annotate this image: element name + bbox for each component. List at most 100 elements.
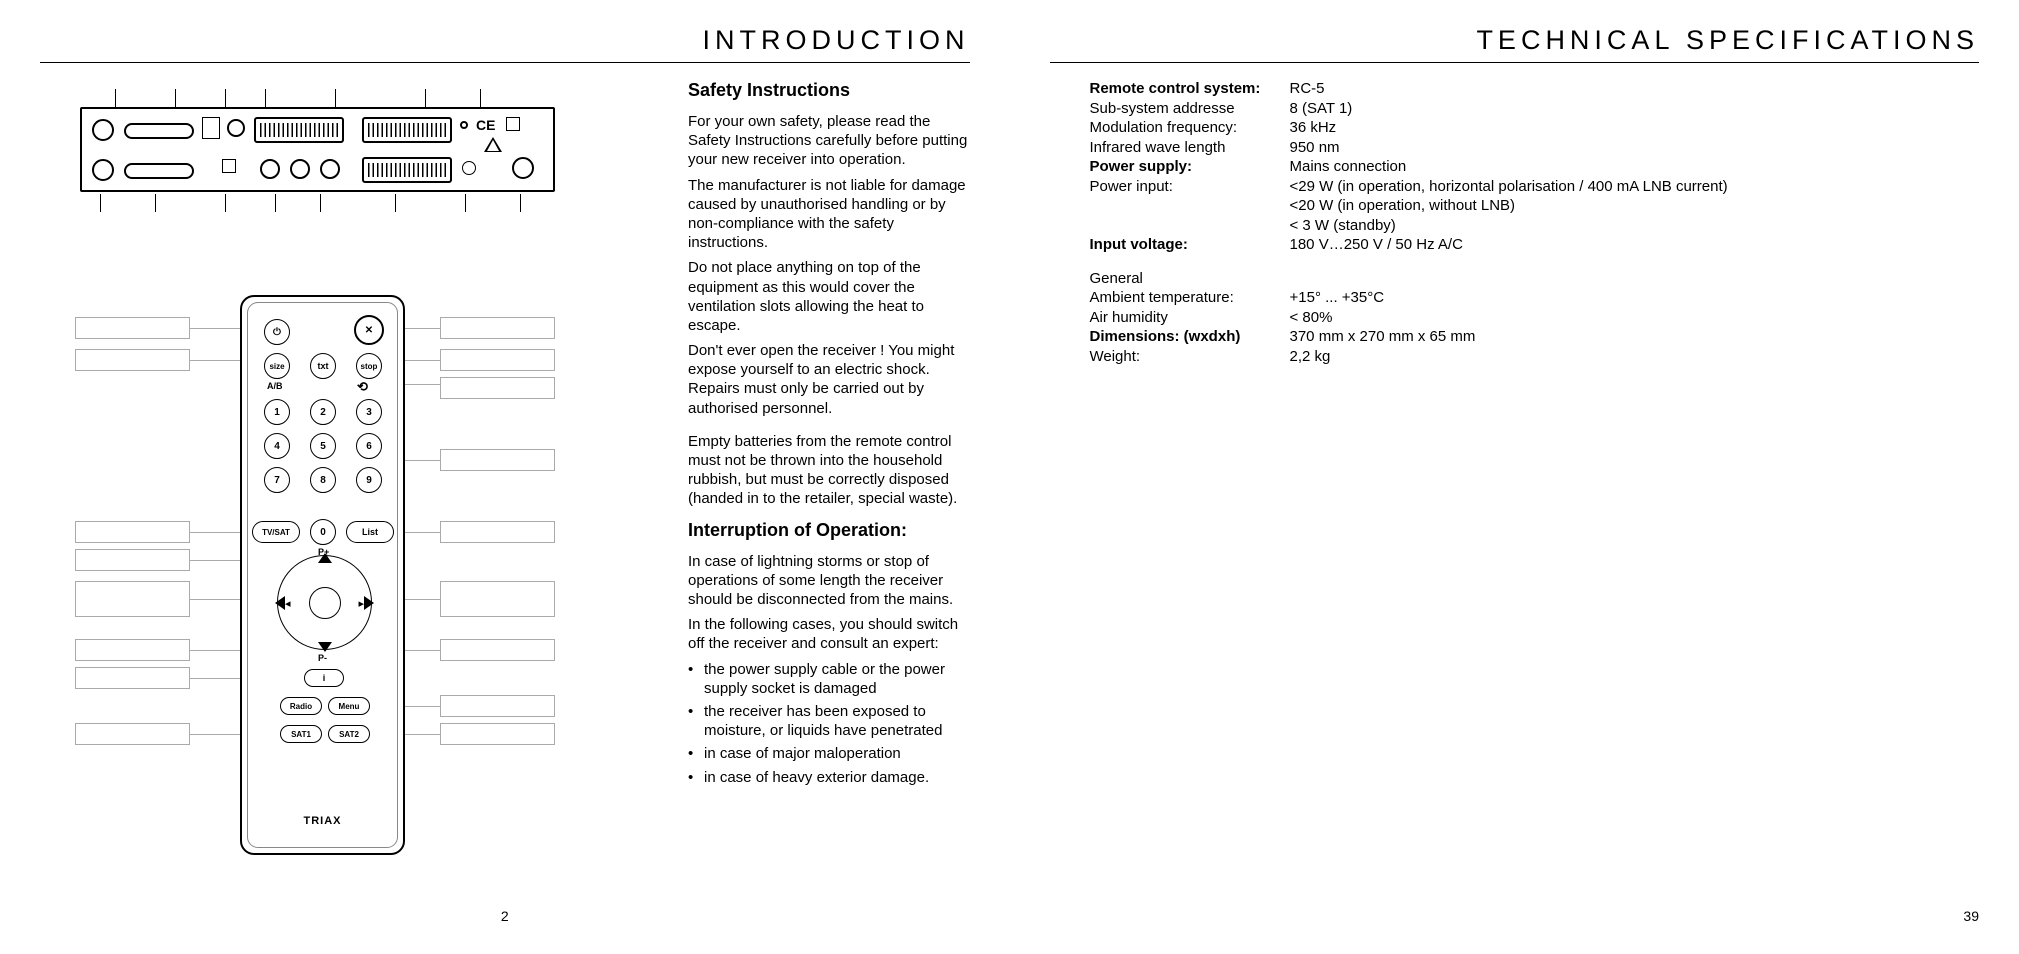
scart-port: [362, 157, 452, 183]
interruption-heading: Interruption of Operation:: [688, 519, 970, 542]
scart-port: [362, 117, 452, 143]
digit-2: 2: [310, 399, 336, 425]
sat2-button: SAT2: [328, 725, 370, 743]
ce-mark: CE: [476, 117, 495, 133]
spec-value: 180 V…250 V / 50 Hz A/C: [1290, 235, 1980, 255]
callout-box: [440, 581, 555, 617]
spec-label: Power supply:: [1090, 157, 1290, 177]
p-plus-label: P+: [318, 547, 329, 557]
spec-label: Sub-system addresse: [1090, 99, 1290, 119]
info-button: i: [304, 669, 344, 687]
port-circle: [92, 119, 114, 141]
port-slot: [124, 123, 194, 139]
digit-1: 1: [264, 399, 290, 425]
bullet-2: the receiver has been exposed to moistur…: [688, 702, 970, 740]
port-circle: [512, 157, 534, 179]
left-page-number: 2: [501, 908, 509, 924]
spec-value: 950 nm: [1290, 138, 1980, 158]
port-led: [460, 121, 468, 129]
spec-value: 2,2 kg: [1290, 347, 1980, 367]
dpad: ◂ ▸: [277, 555, 372, 650]
mute-button: ✕: [354, 315, 384, 345]
digit-8: 8: [310, 467, 336, 493]
digit-6: 6: [356, 433, 382, 459]
callout-box: [75, 639, 190, 661]
spec-label: [1090, 216, 1290, 236]
bullet-1: the power supply cable or the power supp…: [688, 660, 970, 698]
digit-0: 0: [310, 519, 336, 545]
right-page-number: 39: [1963, 908, 1979, 924]
callout-box: [440, 317, 555, 339]
rear-panel-diagram: CE: [40, 79, 600, 249]
spec-value: <20 W (in operation, without LNB): [1290, 196, 1980, 216]
spec-row: Input voltage:180 V…250 V / 50 Hz A/C: [1090, 235, 1980, 255]
spec-label: Weight:: [1090, 347, 1290, 367]
port-circle: [92, 159, 114, 181]
spec-label: Air humidity: [1090, 308, 1290, 328]
interruption-list: the power supply cable or the power supp…: [688, 660, 970, 787]
radio-button: Radio: [280, 697, 322, 715]
spec-row: Sub-system addresse8 (SAT 1): [1090, 99, 1980, 119]
spec-value: +15° ... +35°C: [1290, 288, 1980, 308]
ok-button: [309, 587, 341, 619]
diagrams-column: CE: [40, 79, 600, 939]
callout-box: [75, 317, 190, 339]
callout-box: [440, 639, 555, 661]
stop-button: stop: [356, 353, 382, 379]
port-square: [222, 159, 236, 173]
spec-label: [1090, 196, 1290, 216]
digit-3: 3: [356, 399, 382, 425]
spec-label: Ambient temperature:: [1090, 288, 1290, 308]
safety-p5: Empty batteries from the remote control …: [688, 432, 970, 509]
spec-value: < 80%: [1290, 308, 1980, 328]
safety-p2: The manufacturer is not liable for damag…: [688, 176, 970, 253]
p-minus-label: P-: [318, 653, 327, 663]
interruption-p2: In the following cases, you should switc…: [688, 615, 970, 653]
spec-row: < 3 W (standby): [1090, 216, 1980, 236]
loop-icon: ⟲: [357, 379, 368, 395]
port-circle: [290, 159, 310, 179]
menu-button: Menu: [328, 697, 370, 715]
spec-row: <20 W (in operation, without LNB): [1090, 196, 1980, 216]
intro-text-column: Safety Instructions For your own safety,…: [628, 79, 970, 939]
safety-p1: For your own safety, please read the Saf…: [688, 112, 970, 170]
spec-label: Dimensions: (wxdxh): [1090, 327, 1290, 347]
callout-box: [75, 549, 190, 571]
spec-row: Infrared wave length950 nm: [1090, 138, 1980, 158]
spec-label: Input voltage:: [1090, 235, 1290, 255]
rear-chassis: CE: [80, 107, 555, 192]
callout-box: [75, 667, 190, 689]
spec-row: Weight:2,2 kg: [1090, 347, 1980, 367]
spec-label: Remote control system:: [1090, 79, 1290, 99]
spec-row: Remote control system:RC-5: [1090, 79, 1980, 99]
bullet-3: in case of major maloperation: [688, 744, 970, 763]
left-title: INTRODUCTION: [40, 25, 970, 63]
safety-p3: Do not place anything on top of the equi…: [688, 258, 970, 335]
sat1-button: SAT1: [280, 725, 322, 743]
power-button: ⏻: [264, 319, 290, 345]
port-slot: [124, 163, 194, 179]
safety-heading: Safety Instructions: [688, 79, 970, 102]
ab-label: A/B: [267, 381, 283, 391]
list-button: List: [346, 521, 394, 543]
spec-value: 8 (SAT 1): [1290, 99, 1980, 119]
page-right: TECHNICAL SPECIFICATIONS Remote control …: [1010, 0, 2019, 954]
callout-box: [75, 521, 190, 543]
spec-row: Power input:<29 W (in operation, horizon…: [1090, 177, 1980, 197]
port-circle: [462, 161, 476, 175]
callout-box: [440, 377, 555, 399]
remote-diagram: ⏻ ✕ size txt stop A/B ⟲ 1 2 3 4 5: [40, 289, 600, 939]
remote-body: ⏻ ✕ size txt stop A/B ⟲ 1 2 3 4 5: [240, 295, 405, 855]
spec-value: 36 kHz: [1290, 118, 1980, 138]
port-square: [506, 117, 520, 131]
page-left: INTRODUCTION: [0, 0, 1010, 954]
bullet-4: in case of heavy exterior damage.: [688, 768, 970, 787]
digit-7: 7: [264, 467, 290, 493]
callout-box: [440, 449, 555, 471]
callout-box: [440, 349, 555, 371]
tvsat-button: TV/SAT: [252, 521, 300, 543]
spec-label: Modulation frequency:: [1090, 118, 1290, 138]
size-button: size: [264, 353, 290, 379]
spec-row: Ambient temperature:+15° ... +35°C: [1090, 288, 1980, 308]
safety-p4: Don't ever open the receiver ! You might…: [688, 341, 970, 418]
